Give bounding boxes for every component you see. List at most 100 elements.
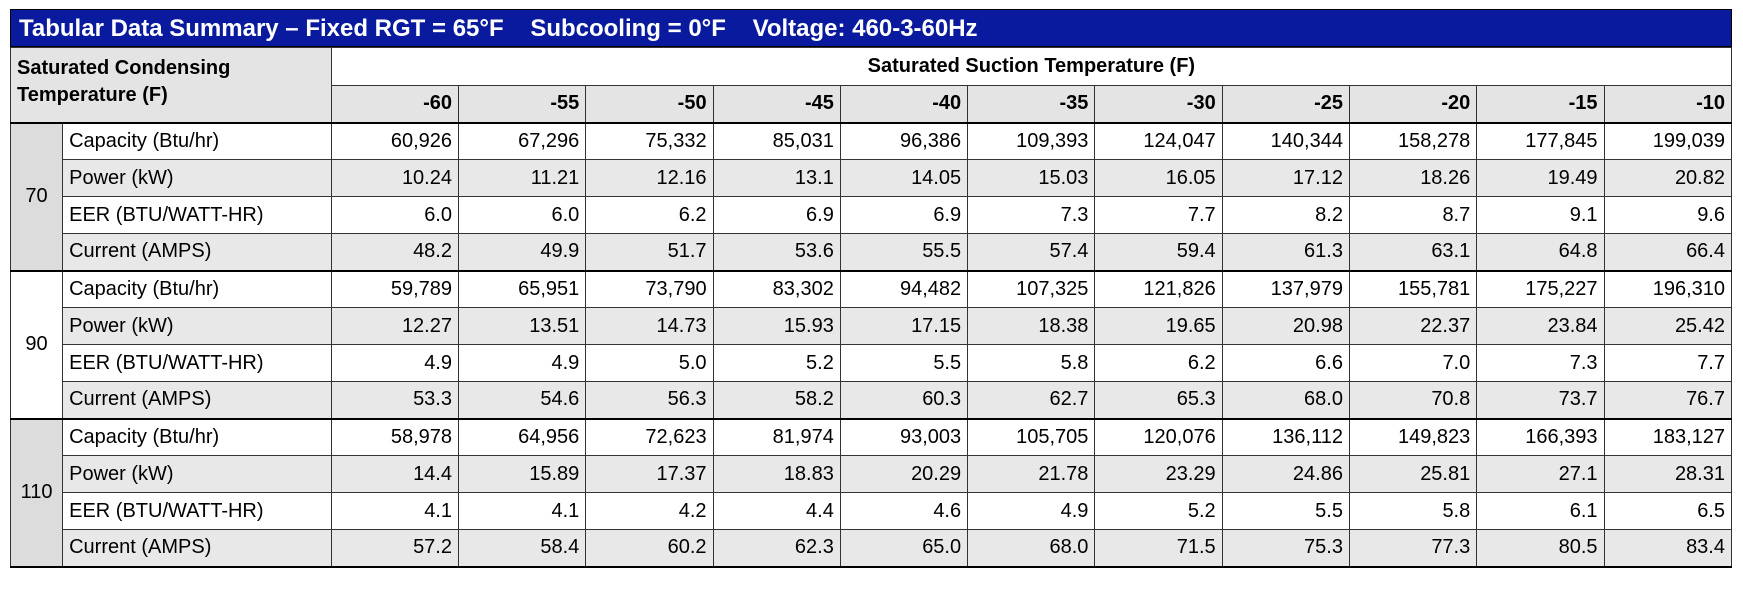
value-cell: 5.2 (1094, 492, 1223, 530)
value-cell: 13.51 (457, 307, 587, 345)
value-cell: 183,127 (1603, 418, 1733, 456)
value-cell: 11.21 (457, 159, 587, 197)
row-label: Capacity (Btu/hr) (62, 418, 332, 456)
table-row: EER (BTU/WATT-HR) 6.0 6.0 6.2 6.9 6.9 7.3 7.7 8.… (11, 196, 1733, 234)
value-cell: 67,296 (457, 122, 587, 160)
value-cell: 59,789 (330, 270, 460, 308)
row-label: Current (AMPS) (62, 381, 332, 420)
value-cell: 18.26 (1348, 159, 1478, 197)
value-cell: 105,705 (967, 418, 1096, 456)
value-cell: 6.9 (839, 196, 969, 234)
value-cell: 58.4 (457, 529, 587, 568)
row-label: Power (kW) (62, 307, 332, 345)
value-cell: 149,823 (1348, 418, 1478, 456)
suction-temp-row: -60 -55 -50 -45 -40 -35 -30 -25 -20 -15 -10 (11, 85, 1733, 124)
value-cell: 48.2 (330, 233, 460, 272)
value-cell: 28.31 (1603, 455, 1733, 493)
value-cell: 81,974 (712, 418, 841, 456)
value-cell: 4.6 (839, 492, 969, 530)
value-cell: 8.7 (1348, 196, 1478, 234)
row-label: Capacity (Btu/hr) (62, 122, 332, 160)
value-cell: 124,047 (1094, 122, 1223, 160)
value-cell: 60.3 (839, 381, 969, 420)
value-cell: 73.7 (1476, 381, 1605, 420)
value-cell: 175,227 (1476, 270, 1605, 308)
row-label: EER (BTU/WATT-HR) (62, 344, 332, 382)
value-cell: 5.8 (1348, 492, 1478, 530)
value-cell: 75.3 (1221, 529, 1350, 568)
value-cell: 21.78 (967, 455, 1096, 493)
value-cell: 107,325 (967, 270, 1096, 308)
value-cell: 77.3 (1348, 529, 1478, 568)
value-cell: 68.0 (1221, 381, 1350, 420)
value-cell: 53.6 (712, 233, 841, 272)
table-row: Current (AMPS) 53.3 54.6 56.3 58.2 60.3 62.7 65… (11, 381, 1733, 420)
value-cell: 61.3 (1221, 233, 1350, 272)
value-cell: 60,926 (330, 122, 460, 160)
value-cell: 14.73 (585, 307, 714, 345)
table-row: 70 Capacity (Btu/hr) 60,926 67,296 75,332 85,… (9, 122, 1733, 272)
value-cell: 5.5 (839, 344, 969, 382)
table-row: Power (kW) 12.27 13.51 14.73 15.93 17.15 18.38… (11, 307, 1733, 345)
value-cell: 80.5 (1476, 529, 1605, 568)
condensing-temp-cell: 110 (9, 418, 64, 568)
value-cell: 65.3 (1094, 381, 1223, 420)
value-cell: 17.37 (585, 455, 714, 493)
value-cell: 24.86 (1221, 455, 1350, 493)
value-cell: 76.7 (1603, 381, 1733, 420)
value-cell: 6.0 (457, 196, 587, 234)
data-sheet: Tabular Data Summary – Fixed RGT = 65°F … (9, 9, 1733, 568)
condensing-temp-header: Saturated Condensing Temperature (F) (10, 47, 332, 124)
value-cell: 27.1 (1476, 455, 1605, 493)
value-cell: 109,393 (967, 122, 1096, 160)
value-cell: 5.2 (712, 344, 841, 382)
table-title: Tabular Data Summary – Fixed RGT = 65°F … (10, 9, 1732, 47)
tabular-data-table: Saturated Condensing Temperature (F) Sat… (9, 47, 1733, 568)
value-cell: 6.0 (330, 196, 460, 234)
value-cell: 63.1 (1348, 233, 1478, 272)
value-cell: 16.05 (1094, 159, 1223, 197)
value-cell: 9.6 (1603, 196, 1733, 234)
value-cell: 59.4 (1094, 233, 1223, 272)
value-cell: 9.1 (1476, 196, 1605, 234)
value-cell: 94,482 (839, 270, 969, 308)
value-cell: 73,790 (585, 270, 714, 308)
table-body: 70 Capacity (Btu/hr) 60,926 67,296 75,332 85,… (9, 122, 1733, 568)
value-cell: 68.0 (967, 529, 1096, 568)
value-cell: 12.16 (585, 159, 714, 197)
value-cell: 83,302 (712, 270, 841, 308)
value-cell: 136,112 (1221, 418, 1350, 456)
value-cell: 7.7 (1603, 344, 1733, 382)
value-cell: 20.98 (1221, 307, 1350, 345)
value-cell: 70.8 (1348, 381, 1478, 420)
value-cell: 7.0 (1348, 344, 1478, 382)
table-row: 110 Capacity (Btu/hr) 58,978 64,956 72,623 81… (9, 418, 1733, 568)
suction-temp-cell: -25 (1221, 85, 1350, 124)
value-cell: 58,978 (330, 418, 460, 456)
table-row: Current (AMPS) 57.2 58.4 60.2 62.3 65.0 68.0 71… (11, 529, 1733, 568)
value-cell: 15.03 (967, 159, 1096, 197)
value-cell: 85,031 (712, 122, 841, 160)
condensing-temp-cell: 70 (9, 122, 64, 272)
value-cell: 199,039 (1603, 122, 1733, 160)
value-cell: 96,386 (839, 122, 969, 160)
value-cell: 5.0 (585, 344, 714, 382)
value-cell: 6.6 (1221, 344, 1350, 382)
suction-temp-cell: -30 (1094, 85, 1223, 124)
value-cell: 7.3 (1476, 344, 1605, 382)
value-cell: 140,344 (1221, 122, 1350, 160)
value-cell: 4.9 (457, 344, 587, 382)
value-cell: 177,845 (1476, 122, 1605, 160)
value-cell: 6.2 (585, 196, 714, 234)
value-cell: 53.3 (330, 381, 460, 420)
value-cell: 57.4 (967, 233, 1096, 272)
value-cell: 83.4 (1603, 529, 1733, 568)
value-cell: 23.84 (1476, 307, 1605, 345)
value-cell: 17.12 (1221, 159, 1350, 197)
value-cell: 23.29 (1094, 455, 1223, 493)
value-cell: 64.8 (1476, 233, 1605, 272)
value-cell: 158,278 (1348, 122, 1478, 160)
value-cell: 7.7 (1094, 196, 1223, 234)
value-cell: 62.3 (712, 529, 841, 568)
value-cell: 5.8 (967, 344, 1096, 382)
